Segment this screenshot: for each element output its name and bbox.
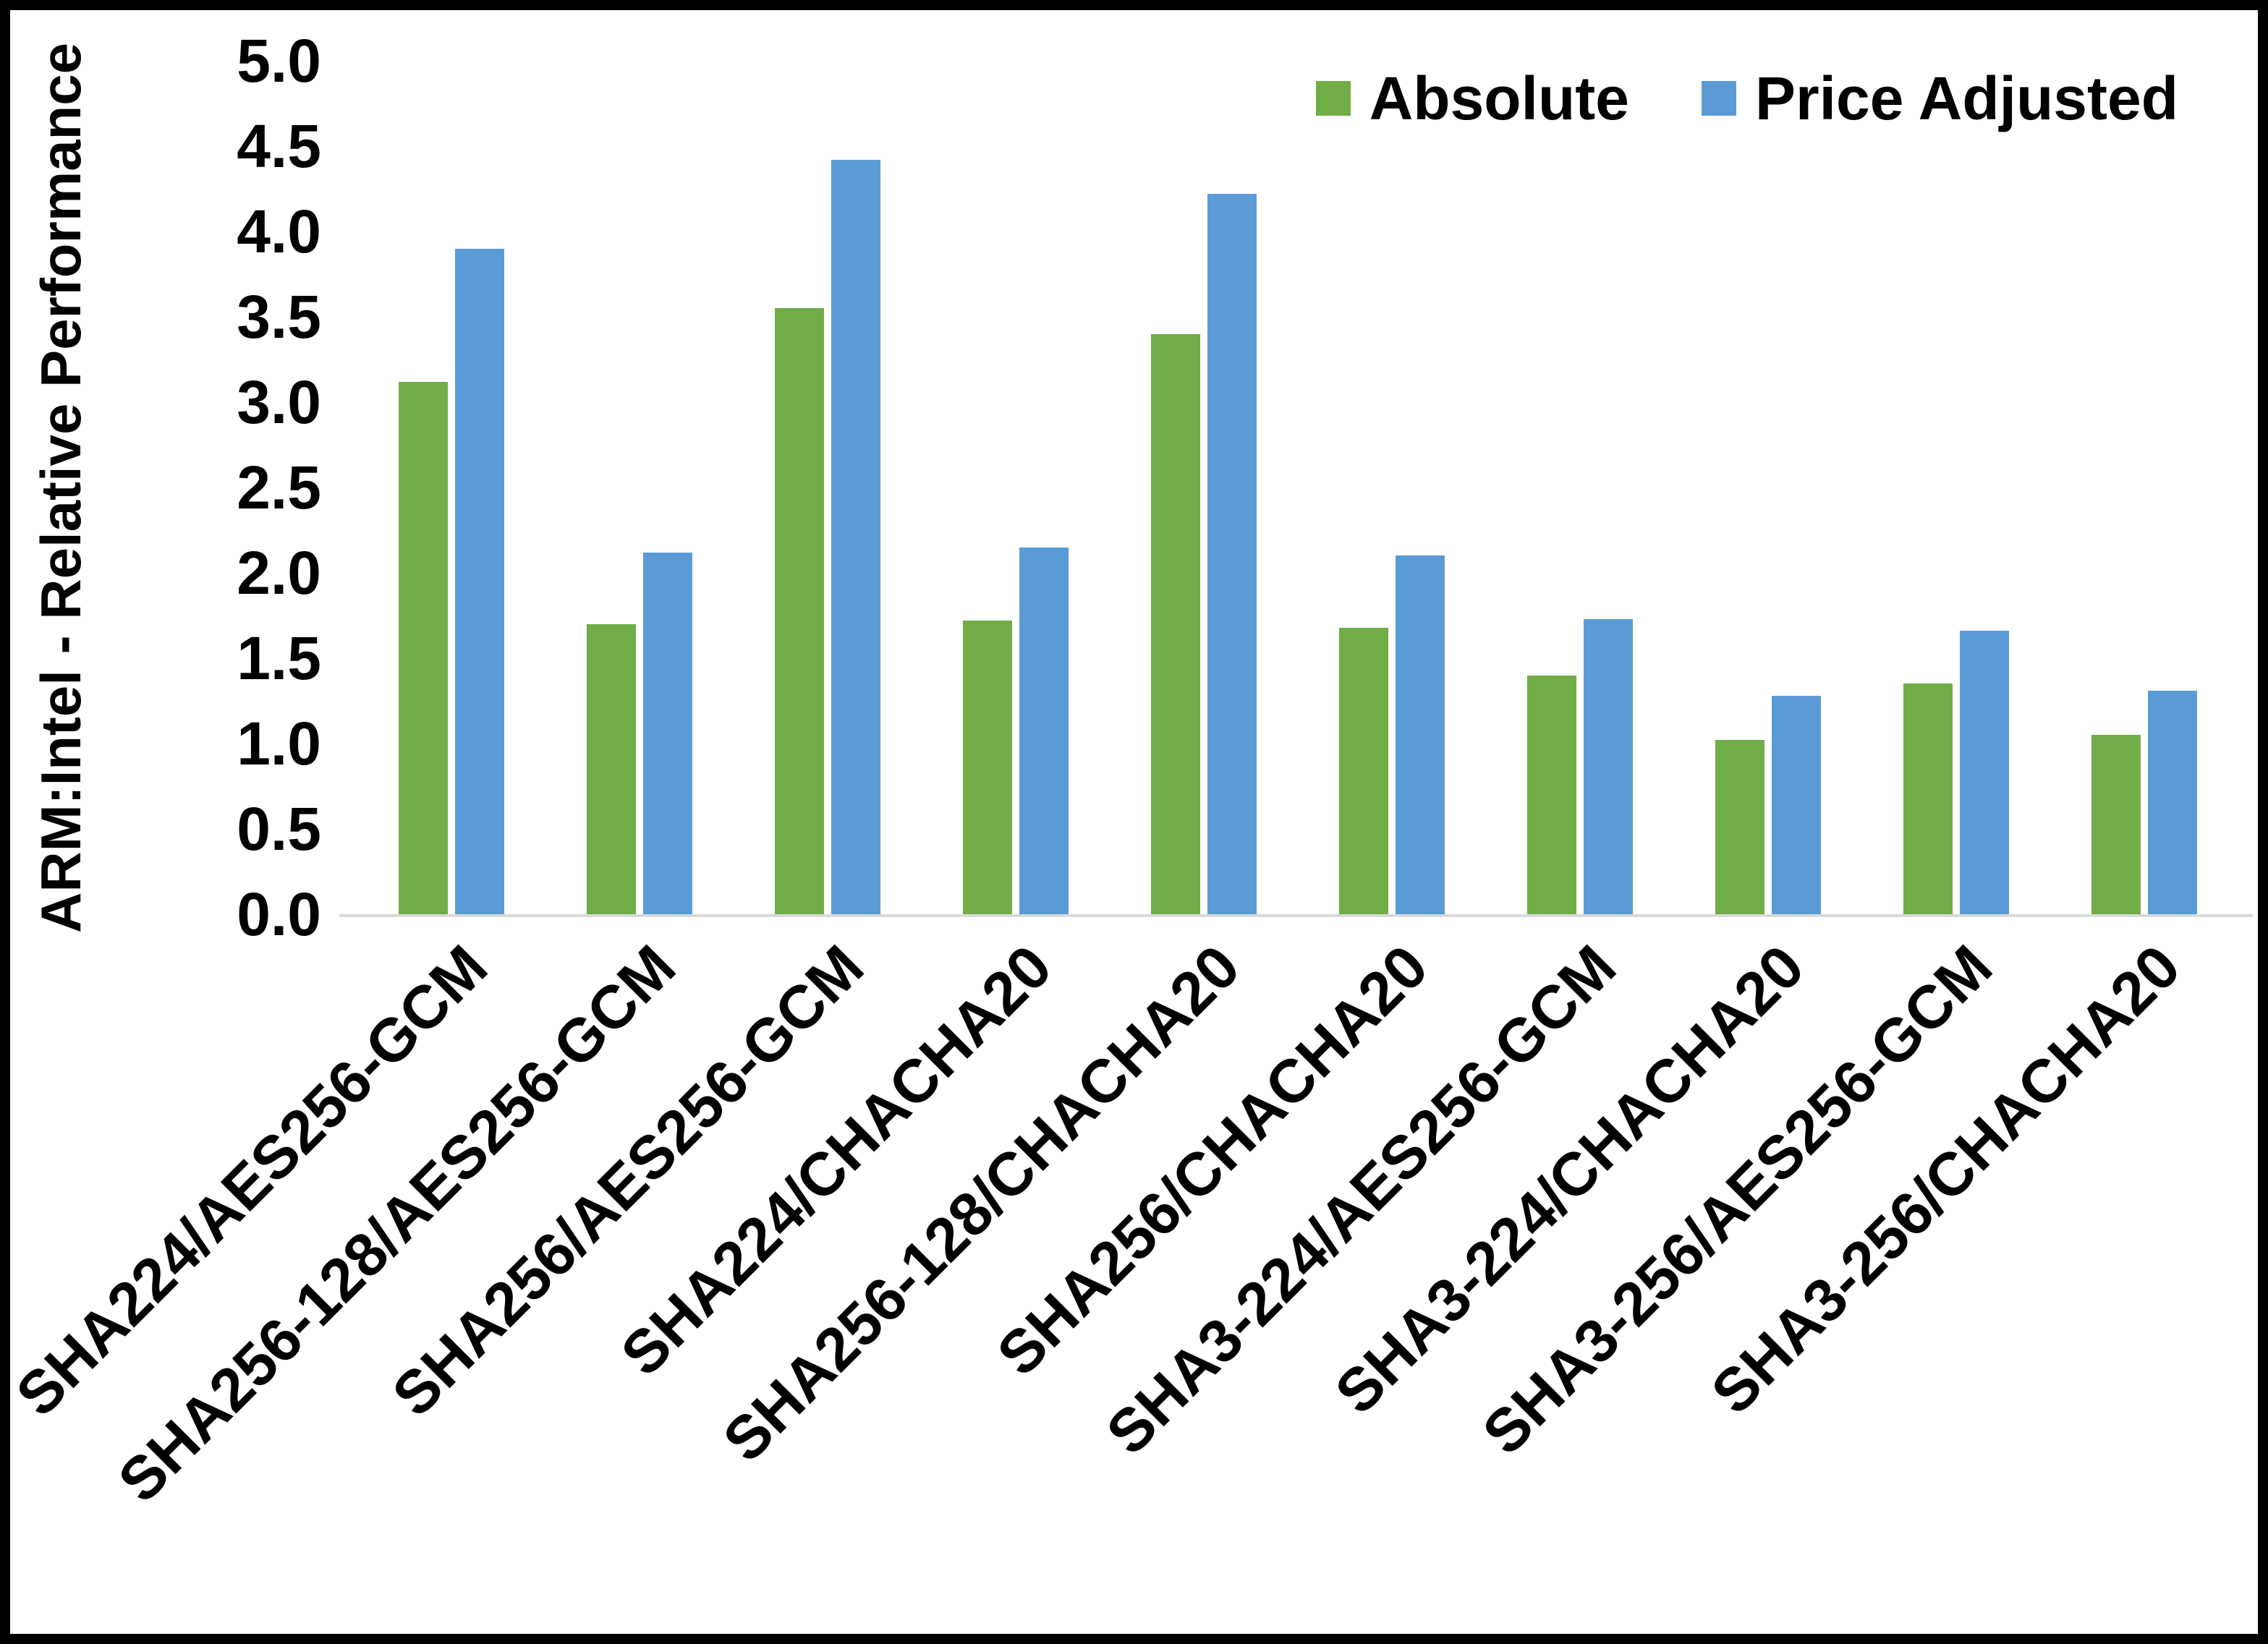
y-axis-title: ARM:Intel - Relative Performance [17, 43, 104, 933]
bar-absolute [587, 623, 636, 914]
bar-absolute [1151, 333, 1200, 914]
bar-absolute [1715, 740, 1764, 914]
bar-price-adjusted [831, 159, 880, 914]
legend: Absolute Price Adjusted [1315, 64, 2178, 132]
y-tick-label: 0.5 [237, 795, 321, 863]
bar-absolute [775, 308, 824, 914]
x-axis-labels: SHA224/AES256-GCM SHA256-128/AES256-GCM SH… [10, 923, 2238, 1610]
plot-area [357, 61, 2238, 914]
y-tick-label: 4.0 [237, 197, 321, 265]
legend-swatch [1701, 81, 1736, 116]
bar-absolute [399, 381, 448, 914]
bar-price-adjusted [1396, 555, 1445, 914]
legend-label: Absolute [1369, 64, 1629, 132]
bar-price-adjusted [643, 552, 692, 914]
bar-absolute [1903, 683, 1953, 914]
y-tick-label: 4.5 [237, 112, 321, 180]
bar-price-adjusted [2148, 690, 2197, 914]
bar-price-adjusted [1772, 695, 1821, 914]
bar-price-adjusted [1019, 547, 1069, 914]
legend-item: Absolute [1315, 64, 1629, 132]
bar-absolute [2091, 735, 2141, 914]
legend-item: Price Adjusted [1701, 64, 2178, 132]
legend-label: Price Adjusted [1754, 64, 2178, 132]
y-tick-label: 3.5 [237, 283, 321, 351]
bar-absolute [1527, 675, 1576, 914]
y-tick-label: 2.0 [237, 539, 321, 607]
x-axis-baseline [339, 914, 2253, 917]
bar-absolute [963, 621, 1012, 914]
y-tick-label: 5.0 [237, 27, 321, 95]
y-tick-label: 1.0 [237, 710, 321, 778]
bar-price-adjusted [1960, 631, 2009, 914]
y-tick-label: 0.0 [237, 880, 321, 948]
y-tick-label: 3.0 [237, 368, 321, 436]
y-tick-label: 1.5 [237, 624, 321, 692]
bar-price-adjusted [1207, 194, 1257, 914]
bar-price-adjusted [455, 248, 504, 914]
legend-swatch [1315, 81, 1351, 116]
bar-price-adjusted [1584, 618, 1633, 914]
y-axis-title-text: ARM:Intel - Relative Performance [28, 42, 93, 933]
y-tick-label: 2.5 [237, 453, 321, 521]
bar-absolute [1339, 627, 1388, 914]
